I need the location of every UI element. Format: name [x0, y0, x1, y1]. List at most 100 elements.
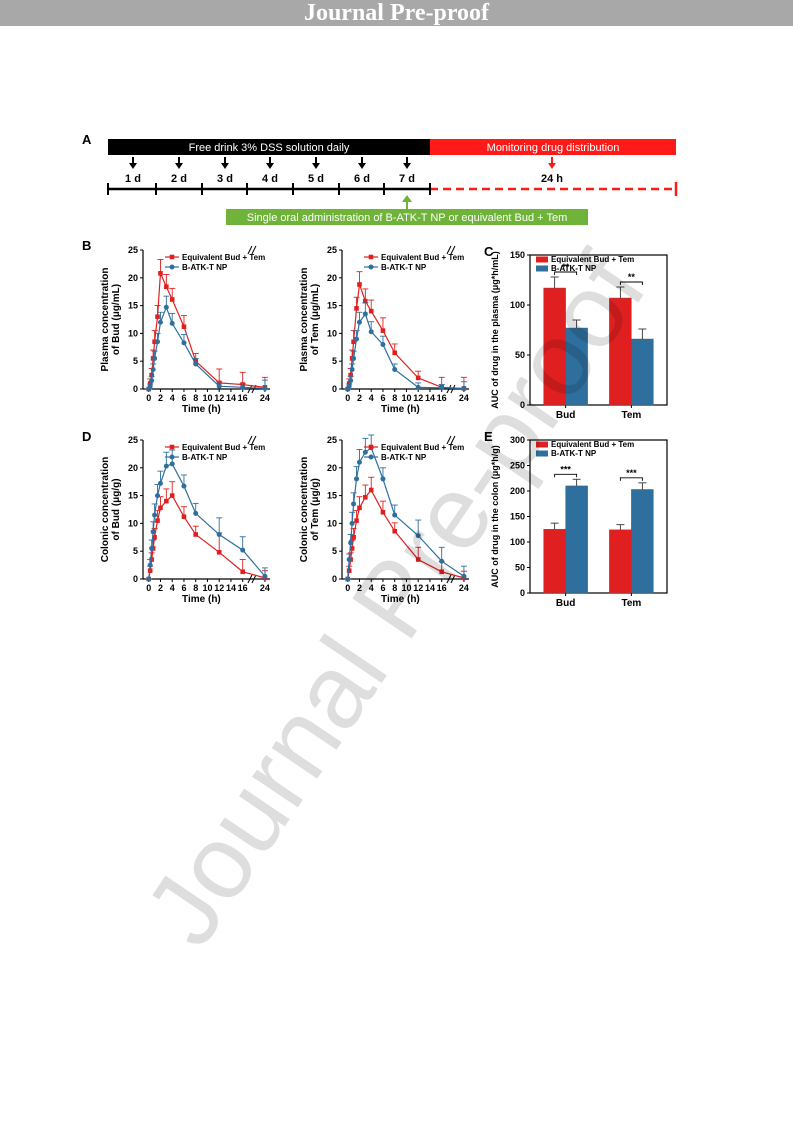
- data-point: [147, 383, 153, 389]
- x-tick-label: 2: [357, 393, 362, 403]
- x-tick-label: 12: [413, 583, 423, 593]
- data-point: [193, 361, 199, 367]
- y-tick-label: 50: [515, 563, 525, 573]
- series-nanoparticle: [344, 302, 467, 392]
- data-point: [152, 512, 158, 518]
- data-point: [439, 558, 445, 564]
- y-axis-label-line: Colonic concentration: [100, 457, 111, 563]
- series-free-drug: [145, 481, 268, 582]
- x-tick-label: 6: [181, 393, 186, 403]
- series-line: [148, 463, 266, 580]
- data-point: [240, 547, 246, 553]
- data-point: [216, 532, 222, 538]
- day-label: 2 d: [171, 173, 187, 185]
- series-line: [347, 312, 464, 390]
- data-point: [157, 319, 163, 325]
- green-arrow-head: [402, 195, 412, 202]
- data-point: [415, 557, 421, 562]
- x-tick-label: 10: [202, 583, 212, 593]
- day-label: 4 d: [262, 173, 278, 185]
- x-tick-label: 16: [238, 583, 248, 593]
- legend-label: Equivalent Bud + Tem: [182, 443, 265, 452]
- data-point: [147, 562, 153, 568]
- data-point: [354, 336, 360, 342]
- x-tick-label: 14: [425, 393, 435, 403]
- panel-label-a: A: [82, 132, 92, 147]
- x-tick-label: 2: [357, 583, 362, 593]
- y-tick-label: 0: [133, 384, 138, 394]
- bar: [565, 327, 588, 406]
- data-point: [262, 385, 268, 391]
- data-point: [354, 476, 360, 482]
- series-nanoparticle: [145, 295, 268, 392]
- data-point: [346, 383, 352, 389]
- data-point: [392, 528, 398, 534]
- axis-break-mark: [450, 384, 456, 394]
- x-tick-label: 4: [369, 583, 374, 593]
- data-point: [149, 372, 154, 378]
- y-tick-label: 10: [128, 518, 138, 528]
- x-tick-label: 4: [369, 393, 374, 403]
- series-line: [347, 488, 465, 580]
- legend-label: Equivalent Bud + Tem: [182, 253, 265, 262]
- day-labels: 1 d 2 d 3 d 4 d 5 d 6 d 7 d 24 h: [125, 173, 563, 185]
- axis-break-mark: [446, 435, 452, 445]
- data-point: [158, 271, 163, 276]
- data-point: [216, 550, 222, 555]
- data-point: [351, 355, 357, 361]
- legend-marker: [169, 444, 175, 450]
- axis-break-mark: [247, 384, 253, 394]
- legend-label: Equivalent Bud + Tem: [381, 253, 464, 262]
- y-tick-label: 0: [332, 574, 337, 584]
- y-tick-label: 100: [510, 300, 525, 310]
- data-point: [368, 308, 374, 314]
- day-arrow-head: [403, 163, 411, 169]
- data-point: [349, 520, 355, 526]
- y-tick-label: 20: [128, 463, 138, 473]
- legend-swatch: [536, 256, 548, 263]
- y-tick-label: 0: [332, 384, 337, 394]
- x-tick-label: 10: [401, 583, 411, 593]
- data-point: [348, 372, 353, 378]
- day-arrow-head: [266, 163, 274, 169]
- significance-bracket: [554, 473, 578, 478]
- y-tick-label: 25: [327, 435, 337, 445]
- data-point: [181, 514, 187, 520]
- y-tick-label: 5: [332, 356, 337, 366]
- axis-break-mark: [450, 245, 456, 255]
- axis-break-mark: [446, 245, 452, 255]
- y-tick-label: 10: [327, 518, 337, 528]
- axis-break-mark: [446, 384, 452, 394]
- data-point: [357, 505, 362, 511]
- data-point: [392, 512, 398, 518]
- x-tick-label: 6: [181, 583, 186, 593]
- data-point: [181, 483, 187, 489]
- bar: [609, 297, 632, 406]
- panel-label-c: C: [484, 244, 494, 259]
- panel-a: A Free drink 3% DSS solution daily Monit…: [82, 132, 678, 225]
- series-nanoparticle: [344, 434, 467, 582]
- data-point: [147, 381, 153, 386]
- significance-label: **: [628, 272, 636, 282]
- legend-marker: [368, 254, 374, 260]
- data-point: [146, 576, 152, 582]
- data-point: [163, 463, 169, 469]
- significance-label: **: [562, 262, 570, 272]
- y-axis-label-line: Plasma concentration: [299, 268, 310, 372]
- y-tick-label: 15: [327, 301, 337, 311]
- data-point: [415, 533, 421, 539]
- panel-label-e: E: [484, 429, 493, 444]
- data-point: [193, 532, 199, 537]
- significance-label: ***: [560, 464, 571, 474]
- bar: [543, 529, 566, 594]
- y-tick-label: 20: [327, 273, 337, 283]
- data-point: [164, 498, 169, 504]
- y-axis-label: AUC of drug in the plasma (μg*h/mL): [490, 251, 500, 409]
- x-tick-label: 2: [158, 583, 163, 593]
- data-point: [363, 298, 368, 304]
- data-point: [392, 367, 398, 373]
- data-point: [169, 493, 175, 498]
- x-tick-label: 10: [401, 393, 411, 403]
